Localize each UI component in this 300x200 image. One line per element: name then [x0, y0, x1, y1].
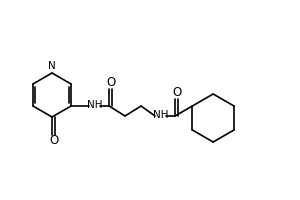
Text: NH: NH	[87, 100, 103, 110]
Text: N: N	[48, 61, 56, 71]
Text: NH: NH	[153, 110, 169, 120]
Text: O: O	[172, 86, 181, 99]
Text: O: O	[49, 134, 58, 148]
Text: O: O	[106, 76, 115, 90]
